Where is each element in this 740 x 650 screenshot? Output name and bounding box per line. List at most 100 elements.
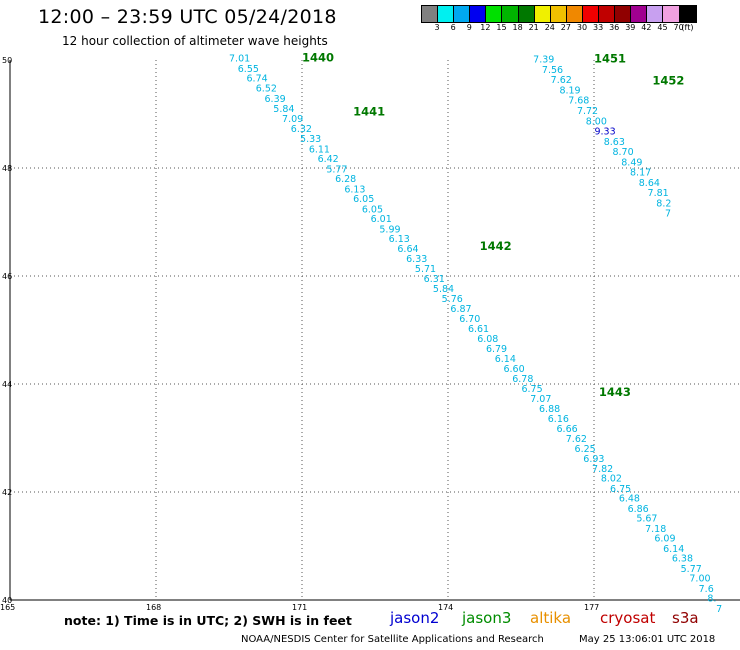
legend-swatch (615, 6, 632, 22)
swh-value: 7 (665, 209, 671, 220)
swh-value: 7.82 (592, 464, 613, 475)
swh-value: 6.13 (344, 184, 365, 195)
swh-value: 9.33 (594, 127, 615, 138)
swh-value: 7.39 (533, 55, 554, 66)
swh-value: 5.77 (326, 164, 347, 175)
legend-swatch (454, 6, 471, 22)
swh-value: 6.93 (583, 454, 604, 465)
legend-label: 33 (593, 23, 604, 32)
legend-swatch (582, 6, 600, 22)
swh-value: 6.86 (628, 504, 649, 515)
swh-value: 6.75 (610, 484, 631, 495)
swh-value: 8.00 (586, 116, 607, 127)
satellite-cryosat: cryosat (600, 609, 656, 627)
swh-value: 5.33 (300, 134, 321, 145)
pass-label: 1451 (594, 52, 626, 66)
pass-label: 1452 (652, 73, 684, 87)
legend-label: 21 (528, 23, 539, 32)
swh-value: 7.56 (542, 65, 563, 76)
swh-value: 6.32 (291, 124, 312, 135)
legend-label: 42 (641, 23, 652, 32)
swh-value: 6.75 (521, 384, 542, 395)
swh-value: 6.87 (450, 304, 471, 315)
swh-value: 7.18 (645, 524, 666, 535)
swh-value: 6.42 (318, 154, 339, 165)
swh-value: 6.28 (335, 174, 356, 185)
swh-value: 6.55 (238, 64, 259, 75)
swh-value: 8.19 (559, 85, 580, 96)
swh-value: 7.72 (577, 106, 598, 117)
legend-swatch (631, 6, 648, 22)
color-legend-labels: 3 6 9 12 15 18 21 24 27 30 33 36 39 42 45 70 (ft) (421, 23, 740, 35)
footer-timestamp: May 25 13:06:01 UTC 2018 (579, 634, 716, 645)
swh-value: 5.84 (433, 284, 454, 295)
lon-tick-label: 174 (438, 603, 453, 612)
lat-tick-label: 48 (2, 164, 12, 173)
swh-value: 8.02 (601, 474, 622, 485)
legend-label: 15 (496, 23, 507, 32)
swh-value: 6.70 (459, 314, 480, 325)
swh-value: 7.07 (530, 394, 551, 405)
legend-swatch (679, 6, 696, 22)
swh-value: 6.09 (654, 534, 675, 545)
swh-value: 6.52 (256, 83, 277, 94)
footer-credit: NOAA/NESDIS Center for Satellite Applica… (241, 634, 544, 645)
legend-label: 6 (450, 23, 456, 32)
legend-label: (ft) (681, 23, 694, 32)
swh-value: 8. (707, 594, 716, 605)
pass-label: 1442 (480, 239, 512, 253)
lat-tick-label: 40 (2, 596, 12, 605)
legend-label: 30 (576, 23, 588, 32)
legend-swatch (518, 6, 535, 22)
pass-label: 1441 (353, 105, 385, 119)
lon-tick-label: 168 (146, 603, 161, 612)
lat-tick-label: 50 (2, 56, 12, 65)
swh-value: 8.2 (656, 198, 671, 209)
swh-value: 8.70 (612, 147, 633, 158)
lat-tick-label: 44 (2, 380, 12, 389)
lat-tick-label: 46 (2, 272, 12, 281)
swh-value: 7 (716, 604, 722, 615)
page-title: 12:00 – 23:59 UTC 05/24/2018 (38, 6, 337, 28)
legend-swatch (502, 6, 519, 22)
swh-value: 6.74 (247, 74, 268, 85)
swh-value: 7.09 (282, 114, 303, 125)
lon-tick-label: 177 (584, 603, 599, 612)
legend-label: 36 (609, 23, 620, 32)
swh-value: 5.76 (442, 294, 463, 305)
note-text: note: 1) Time is in UTC; 2) SWH is in fe… (64, 613, 352, 628)
swh-value: 6.66 (557, 424, 578, 435)
swh-value: 6.13 (389, 234, 410, 245)
legend-label: 9 (466, 23, 472, 32)
legend-swatch (422, 6, 439, 22)
swh-value: 6.25 (575, 444, 596, 455)
legend-swatch (599, 6, 616, 22)
swh-value: 5.67 (636, 514, 657, 525)
swh-value: 5.77 (681, 564, 702, 575)
legend-swatch (534, 6, 551, 22)
swh-value: 6.64 (397, 244, 418, 255)
swh-value: 5.99 (379, 224, 400, 235)
satellite-altika: altika (530, 609, 572, 627)
swh-value: 8.49 (621, 157, 642, 168)
swh-value: 5.84 (273, 104, 294, 115)
swh-value: 6.11 (309, 144, 330, 155)
swh-value: 7.01 (229, 54, 250, 65)
satellite-s3a: s3a (672, 609, 699, 627)
swh-value: 7.62 (566, 434, 587, 445)
legend-swatch (566, 6, 583, 22)
swh-value: 8.63 (604, 137, 625, 148)
legend-swatch (550, 6, 567, 22)
swh-value: 6.61 (468, 324, 489, 335)
legend-label: 27 (560, 23, 571, 32)
pass-label: 1440 (302, 51, 334, 65)
swh-value: 7.6 (699, 584, 714, 595)
legend-swatch (438, 6, 455, 22)
swh-value: 6.39 (265, 94, 286, 105)
swh-value: 6.33 (406, 254, 427, 265)
swh-value: 6.14 (495, 354, 516, 365)
legend-swatch (647, 6, 664, 22)
legend-label: 39 (625, 23, 636, 32)
swh-value: 7.62 (551, 75, 572, 86)
